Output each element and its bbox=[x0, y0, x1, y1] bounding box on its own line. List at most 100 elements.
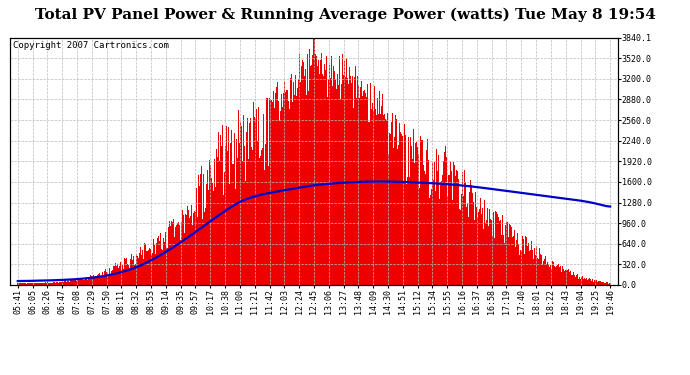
Bar bbox=[518, 244, 519, 285]
Bar bbox=[313, 38, 314, 285]
Bar bbox=[411, 146, 412, 285]
Bar bbox=[346, 78, 348, 285]
Bar bbox=[447, 197, 448, 285]
Bar bbox=[66, 282, 67, 285]
Bar bbox=[529, 250, 531, 285]
Bar bbox=[123, 269, 124, 285]
Bar bbox=[568, 269, 569, 285]
Bar bbox=[564, 270, 565, 285]
Bar bbox=[510, 225, 511, 285]
Bar bbox=[104, 272, 106, 285]
Bar bbox=[456, 170, 457, 285]
Bar bbox=[234, 133, 235, 285]
Bar bbox=[34, 283, 35, 285]
Bar bbox=[261, 150, 262, 285]
Bar bbox=[229, 184, 230, 285]
Bar bbox=[220, 135, 221, 285]
Bar bbox=[43, 283, 44, 285]
Bar bbox=[19, 283, 20, 285]
Bar bbox=[484, 200, 485, 285]
Bar bbox=[371, 109, 373, 285]
Bar bbox=[562, 266, 563, 285]
Bar bbox=[608, 284, 609, 285]
Bar bbox=[358, 85, 359, 285]
Bar bbox=[244, 146, 245, 285]
Bar bbox=[302, 60, 303, 285]
Bar bbox=[165, 232, 166, 285]
Bar bbox=[237, 158, 238, 285]
Bar bbox=[444, 152, 446, 285]
Bar bbox=[408, 138, 409, 285]
Bar bbox=[101, 277, 102, 285]
Bar bbox=[504, 243, 505, 285]
Bar bbox=[435, 149, 437, 285]
Bar bbox=[555, 267, 556, 285]
Bar bbox=[62, 281, 63, 285]
Bar bbox=[477, 217, 478, 285]
Bar bbox=[597, 282, 598, 285]
Bar bbox=[425, 174, 426, 285]
Bar bbox=[470, 180, 471, 285]
Bar bbox=[401, 134, 402, 285]
Bar bbox=[574, 274, 575, 285]
Bar bbox=[287, 90, 288, 285]
Bar bbox=[231, 130, 232, 285]
Bar bbox=[576, 275, 577, 285]
Bar bbox=[517, 233, 518, 285]
Bar bbox=[45, 282, 46, 285]
Bar bbox=[76, 280, 77, 285]
Bar bbox=[369, 122, 371, 285]
Bar bbox=[243, 115, 244, 285]
Bar bbox=[528, 243, 529, 285]
Bar bbox=[390, 134, 391, 285]
Bar bbox=[446, 157, 447, 285]
Bar bbox=[130, 260, 131, 285]
Bar bbox=[380, 114, 381, 285]
Bar bbox=[218, 132, 219, 285]
Bar bbox=[211, 178, 212, 285]
Bar bbox=[567, 270, 568, 285]
Bar bbox=[478, 212, 479, 285]
Bar bbox=[278, 101, 279, 285]
Bar bbox=[109, 268, 110, 285]
Bar bbox=[359, 98, 360, 285]
Bar bbox=[149, 248, 150, 285]
Bar bbox=[226, 126, 227, 285]
Bar bbox=[374, 86, 375, 285]
Bar bbox=[341, 84, 342, 285]
Bar bbox=[253, 102, 254, 285]
Bar bbox=[139, 254, 140, 285]
Bar bbox=[151, 255, 152, 285]
Bar bbox=[396, 118, 397, 285]
Bar bbox=[521, 251, 522, 285]
Bar bbox=[569, 272, 570, 285]
Bar bbox=[578, 279, 579, 285]
Bar bbox=[138, 258, 139, 285]
Bar bbox=[391, 122, 392, 285]
Bar bbox=[121, 270, 122, 285]
Bar bbox=[201, 166, 202, 285]
Bar bbox=[487, 209, 488, 285]
Bar bbox=[140, 247, 141, 285]
Bar bbox=[199, 186, 200, 285]
Bar bbox=[212, 183, 213, 285]
Bar bbox=[430, 195, 431, 285]
Bar bbox=[163, 238, 164, 285]
Bar bbox=[177, 223, 179, 285]
Bar bbox=[552, 261, 553, 285]
Bar bbox=[114, 266, 115, 285]
Bar bbox=[289, 109, 290, 285]
Bar bbox=[133, 255, 134, 285]
Bar bbox=[137, 256, 138, 285]
Bar bbox=[406, 184, 407, 285]
Text: Copyright 2007 Cartronics.com: Copyright 2007 Cartronics.com bbox=[13, 41, 169, 50]
Bar bbox=[382, 94, 383, 285]
Bar bbox=[296, 96, 297, 285]
Bar bbox=[392, 113, 393, 285]
Bar bbox=[23, 284, 24, 285]
Bar bbox=[533, 262, 535, 285]
Bar bbox=[385, 119, 386, 285]
Bar bbox=[388, 154, 389, 285]
Bar bbox=[217, 158, 218, 285]
Bar bbox=[291, 74, 292, 285]
